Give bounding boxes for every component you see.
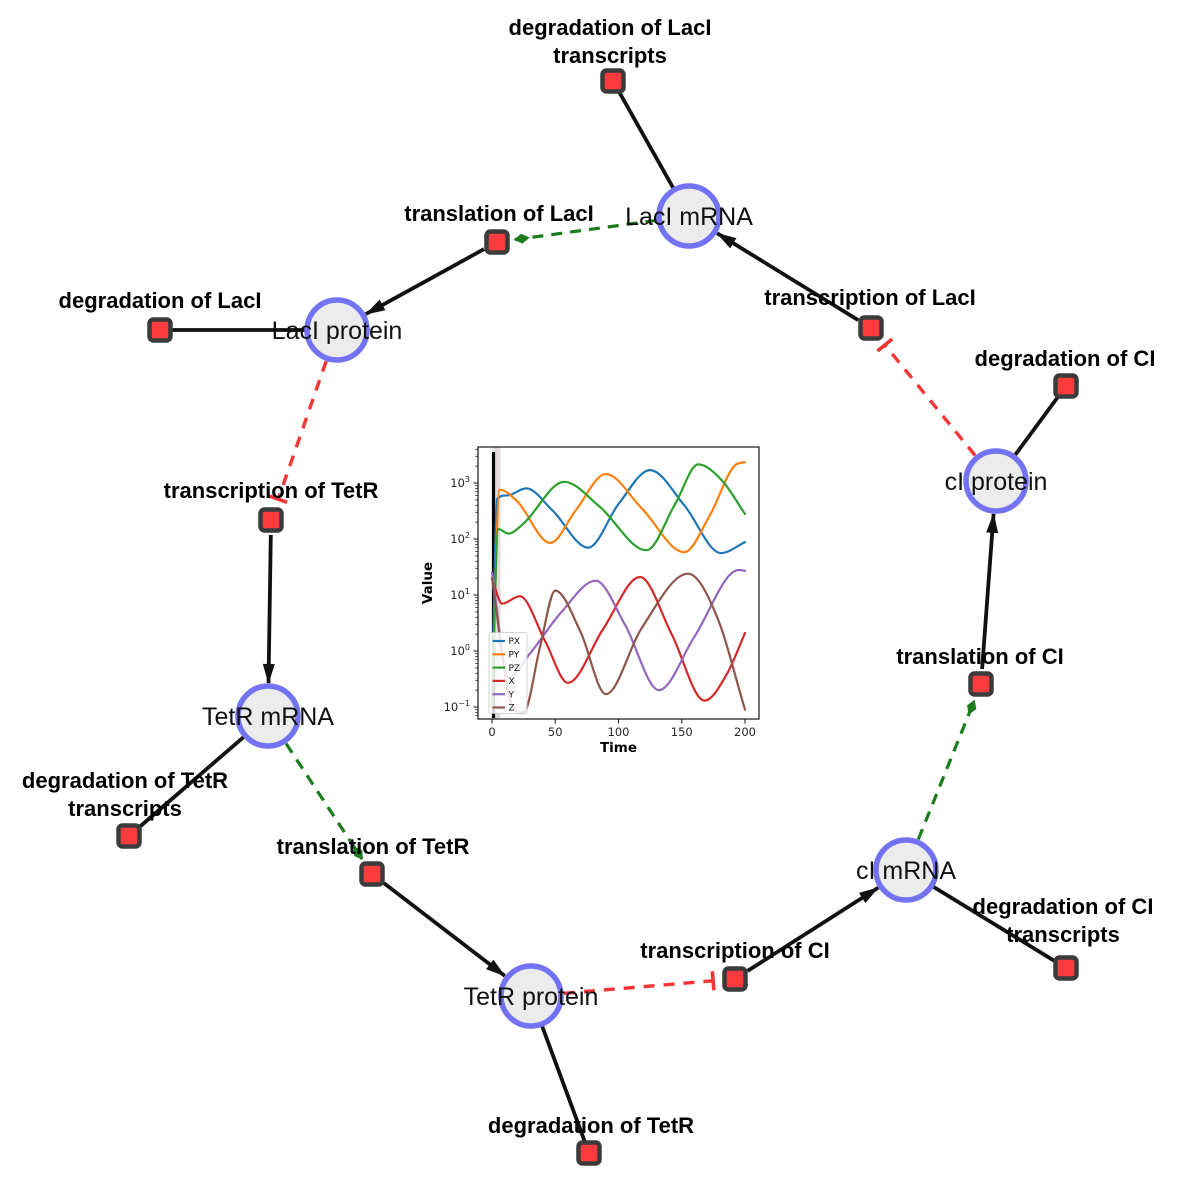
edge-inhibition-ci-protein-to-transcription-laci: [876, 337, 977, 457]
edge-modifier-tetr-mrna-to-translation-tetr: [284, 742, 364, 860]
reaction-label-deg-laci: degradation of LacI: [59, 288, 262, 313]
species-node-tetr-mrna[interactable]: [235, 683, 301, 749]
edge-production-translation-tetr-to-tetr-protein: [382, 881, 506, 978]
species-label-ci-protein: cI protein: [945, 468, 1048, 496]
edge-production-transcription-laci-to-laci-mrna: [716, 231, 860, 322]
edge-production-transcription-ci-to-ci-mrna: [746, 886, 880, 973]
reaction-label-transcription-ci: transcription of CI: [640, 938, 829, 963]
chart-xlabel: Time: [600, 740, 637, 756]
reaction-node-translation-tetr[interactable]: [359, 861, 385, 887]
species-node-ci-mrna[interactable]: [873, 837, 939, 903]
chart-ylabel: Value: [420, 562, 436, 604]
reaction-label-deg-laci-transcripts: degradation of LacI transcripts: [509, 15, 712, 68]
species-node-laci-protein[interactable]: [304, 297, 370, 363]
reaction-label-deg-tetr-transcripts: degradation of TetR transcripts: [22, 768, 228, 821]
reaction-node-deg-tetr[interactable]: [576, 1140, 602, 1166]
labels-layer: LacI mRNA LacI protein TetR mRNA TetR prote…: [22, 15, 1156, 1138]
reaction-label-deg-ci: degradation of CI: [975, 346, 1156, 371]
reaction-node-transcription-laci[interactable]: [858, 315, 884, 341]
chart-legend-label-X: X: [509, 677, 515, 687]
reaction-label-transcription-tetr: transcription of TetR: [164, 478, 379, 503]
reaction-node-deg-laci-transcripts[interactable]: [600, 68, 626, 94]
reaction-label-deg-ci-transcripts: degradation of CI transcripts: [973, 894, 1154, 947]
species-node-laci-mrna[interactable]: [656, 183, 722, 249]
chart-x-tick-label: 0: [488, 725, 495, 739]
chart-legend-label-PZ: PZ: [509, 664, 521, 674]
chart-y-tick-label: 101: [450, 587, 470, 602]
reaction-node-deg-tetr-transcripts[interactable]: [116, 823, 142, 849]
reaction-node-deg-ci[interactable]: [1053, 373, 1079, 399]
chart-series-PX: [490, 468, 747, 709]
species-node-ci-protein[interactable]: [963, 448, 1029, 514]
species-label-tetr-protein: TetR protein: [464, 983, 599, 1011]
reaction-node-transcription-tetr[interactable]: [258, 507, 284, 533]
reaction-node-deg-laci[interactable]: [147, 317, 173, 343]
species-node-tetr-protein[interactable]: [498, 963, 564, 1029]
chart-y-tick-label: 100: [450, 643, 470, 658]
edge-modifier-ci-mrna-to-translation-ci: [916, 699, 977, 840]
chart-y-tick-label: 102: [450, 531, 470, 546]
chart-series-PZ: [490, 463, 747, 709]
edge-inhibition-laci-protein-to-transcription-tetr: [268, 360, 328, 505]
chart-x-tick-label: 100: [608, 725, 630, 739]
species-label-laci-protein: LacI protein: [272, 317, 403, 345]
chart-x-tick-label: 150: [671, 725, 693, 739]
edge-production-transcription-tetr-to-tetr-mrna: [262, 534, 275, 684]
reaction-label-deg-tetr: degradation of TetR: [488, 1113, 694, 1138]
reaction-node-translation-laci[interactable]: [484, 229, 510, 255]
chart-legend: PX PY PZ XYZ: [488, 632, 528, 714]
reaction-label-translation-ci: translation of CI: [896, 644, 1063, 669]
species-label-ci-mrna: cI mRNA: [856, 857, 956, 885]
inset-plot: 0 50 100 150 20010−1100101102103TimeValuePXP…: [420, 446, 760, 756]
chart-y-tick-label: 10−1: [444, 699, 470, 714]
edge-inhibition-tetr-protein-to-transcription-ci: [563, 971, 716, 995]
chart-legend-label-PX: PX: [509, 637, 521, 647]
species-label-tetr-mrna: TetR mRNA: [202, 703, 334, 731]
nodes-layer: [116, 68, 1079, 1166]
species-label-laci-mrna: LacI mRNA: [625, 203, 753, 231]
chart-series-PY: [490, 461, 747, 709]
reaction-node-transcription-ci[interactable]: [722, 966, 748, 992]
chart-x-tick-label: 200: [734, 725, 756, 739]
edge-modifier-laci-mrna-to-translation-laci: [513, 218, 657, 244]
chart-x-tick-label: 50: [548, 725, 563, 739]
reaction-node-translation-ci[interactable]: [968, 671, 994, 697]
reaction-label-translation-tetr: translation of TetR: [277, 834, 470, 859]
edge-production-translation-laci-to-laci-protein: [364, 247, 485, 316]
chart-series-X: [490, 575, 747, 702]
chart-legend-label-PY: PY: [509, 651, 520, 661]
chart-y-tick-label: 103: [450, 475, 470, 490]
reaction-node-deg-ci-transcripts[interactable]: [1053, 955, 1079, 981]
reaction-label-translation-laci: translation of LacI: [404, 201, 593, 226]
edge-production-translation-ci-to-ci-protein: [980, 512, 999, 670]
chart-legend-label-Z: Z: [509, 704, 515, 714]
reaction-label-transcription-laci: transcription of LacI: [764, 285, 975, 310]
chart-legend-label-Y: Y: [508, 690, 515, 700]
